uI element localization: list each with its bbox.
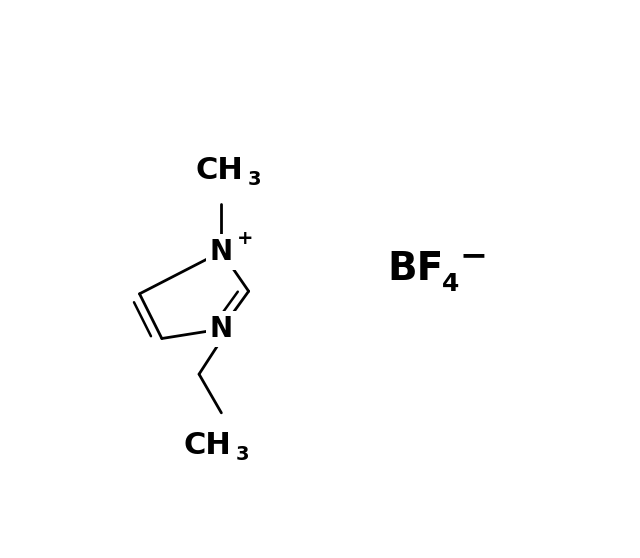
Text: BF: BF [388,250,444,288]
Text: N: N [210,238,233,266]
Text: +: + [237,229,253,248]
Text: 3: 3 [236,445,249,464]
Text: −: − [460,239,488,272]
Text: CH: CH [184,431,231,460]
Text: 4: 4 [442,272,460,296]
Text: 3: 3 [248,170,261,189]
Text: N: N [210,315,233,343]
Text: CH: CH [196,156,244,185]
